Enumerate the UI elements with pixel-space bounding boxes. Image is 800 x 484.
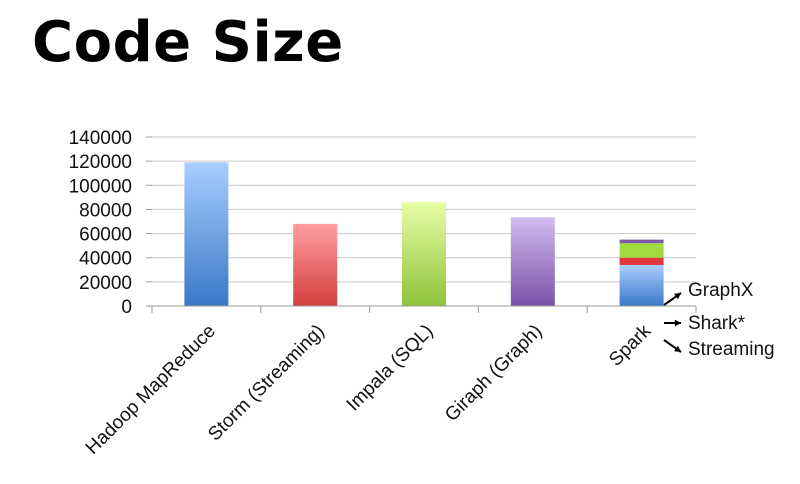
bar-spark-segment-shark (619, 243, 664, 258)
y-tick-label: 0 (121, 297, 132, 318)
annotation-arrowhead (674, 345, 681, 352)
annotation-label: Streaming (688, 339, 775, 360)
y-tick-label: 140000 (69, 128, 132, 149)
bar-hadoop-mapreduce (184, 162, 229, 306)
category-label: Storm (Streaming) (204, 321, 329, 446)
bars (184, 162, 664, 306)
category-label: Giraph (Graph) (441, 321, 546, 426)
slide-title: Code Size (32, 10, 344, 75)
bar-spark-segment-graphx (619, 239, 664, 244)
category-label: Impala (SQL) (343, 321, 438, 416)
y-tick-label: 100000 (69, 176, 132, 197)
category-label: Spark (605, 320, 655, 370)
annotations: GraphX Shark* Streaming (663, 280, 775, 360)
bar-spark-segment-streaming (619, 257, 664, 265)
axes (146, 136, 697, 313)
y-tick-label: 80000 (79, 200, 132, 221)
annotation-label: Shark* (688, 313, 746, 334)
annotation-arrowhead (674, 293, 681, 300)
annotation-arrowhead (674, 319, 681, 327)
y-tick-label: 120000 (69, 152, 132, 173)
y-tick-label: 20000 (79, 273, 132, 294)
y-tick-labels: 0 20000 40000 60000 80000 100000 120000 140000 (69, 128, 132, 318)
bar-spark-segment-spark (619, 264, 664, 306)
bar-giraph-graph (510, 217, 555, 306)
y-tick-label: 40000 (79, 249, 132, 270)
bar-impala-sql (402, 202, 446, 306)
annotation-label: GraphX (688, 280, 754, 301)
y-tick-label: 60000 (79, 225, 132, 246)
bar-storm-streaming (293, 223, 338, 306)
category-label: Hadoop MapReduce (82, 321, 220, 459)
